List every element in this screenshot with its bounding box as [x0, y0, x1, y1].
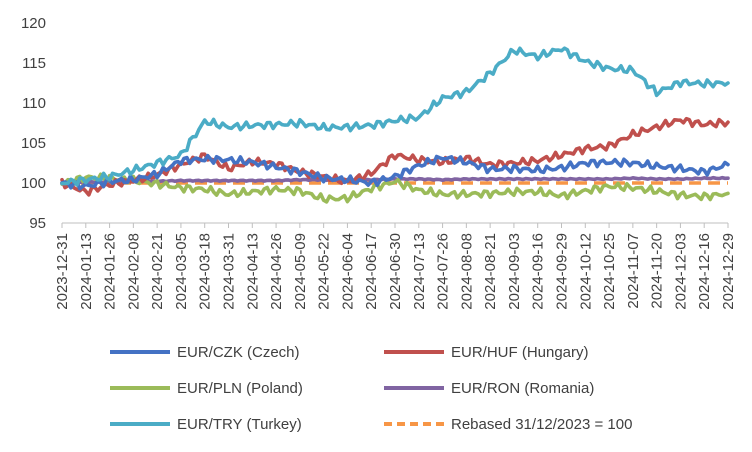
x-tick-label: 2024-12-29 [720, 233, 737, 310]
x-tick-label: 2024-08-21 [482, 233, 499, 310]
series-line-eur-pln-poland [60, 172, 730, 204]
y-tick-label: 110 [22, 95, 46, 112]
x-tick-label: 2024-03-31 [221, 233, 238, 310]
legend-swatch-eur-ron [384, 386, 444, 390]
x-tick-label: 2024-12-03 [672, 233, 689, 310]
y-tick-label: 100 [21, 175, 46, 192]
legend-label-eur-ron: EUR/RON (Romania) [451, 379, 595, 397]
legend-swatch-eur-huf [384, 350, 444, 354]
x-tick-label: 2024-03-18 [197, 233, 214, 310]
x-tick-label: 2024-06-17 [363, 233, 380, 310]
series-line-eur-try-turkey [60, 46, 730, 187]
legend-swatch-eur-try [110, 422, 170, 426]
legend-swatch-eur-czk [110, 350, 170, 354]
x-tick-label: 2024-12-16 [696, 233, 713, 310]
series-line-eur-ron-romania [60, 175, 730, 185]
legend-swatch-rebased [384, 422, 444, 426]
legend-label-rebased: Rebased 31/12/2023 = 100 [451, 415, 633, 433]
x-tick-label: 2024-05-09 [292, 233, 309, 310]
legend-item-eur-huf: EUR/HUF (Hungary) [384, 342, 589, 362]
x-tick-label: 2024-02-08 [125, 233, 142, 310]
legend: EUR/CZK (Czech) EUR/HUF (Hungary) EUR/PL… [0, 336, 752, 452]
x-tick-label: 2024-04-26 [268, 233, 285, 310]
x-tick-label: 2024-03-05 [173, 233, 190, 310]
legend-label-eur-huf: EUR/HUF (Hungary) [451, 343, 589, 361]
legend-item-eur-ron: EUR/RON (Romania) [384, 378, 594, 398]
legend-label-eur-try: EUR/TRY (Turkey) [177, 415, 302, 433]
legend-swatch-eur-pln [110, 386, 170, 390]
x-tick-label: 2024-04-13 [244, 233, 261, 310]
x-tick-label: 2024-08-08 [458, 233, 475, 310]
x-tick-label: 2024-07-13 [411, 233, 428, 310]
legend-item-eur-czk: EUR/CZK (Czech) [110, 342, 300, 362]
legend-item-eur-pln: EUR/PLN (Poland) [110, 378, 303, 398]
x-tick-label: 2023-12-31 [54, 233, 71, 310]
x-tick-label: 2024-10-25 [601, 233, 618, 310]
x-tick-label: 2024-09-03 [506, 233, 523, 310]
x-tick-label: 2024-09-29 [554, 233, 571, 310]
x-tick-label: 2024-06-30 [387, 233, 404, 310]
x-tick-label: 2024-06-04 [339, 233, 356, 310]
legend-item-rebased: Rebased 31/12/2023 = 100 [384, 414, 632, 434]
y-tick-label: 115 [22, 55, 46, 72]
x-tick-label: 2024-10-12 [577, 233, 594, 310]
legend-item-eur-try: EUR/TRY (Turkey) [110, 414, 302, 434]
x-tick-label: 2024-07-26 [435, 233, 452, 310]
y-tick-label: 105 [21, 135, 46, 152]
legend-label-eur-czk: EUR/CZK (Czech) [177, 343, 300, 361]
x-tick-label: 2024-11-20 [649, 233, 666, 309]
x-tick-label: 2024-11-07 [625, 233, 642, 309]
y-tick-label: 120 [21, 15, 46, 32]
x-tick-label: 2024-01-26 [102, 233, 119, 310]
x-tick-label: 2024-02-21 [149, 233, 166, 310]
legend-label-eur-pln: EUR/PLN (Poland) [177, 379, 303, 397]
x-tick-label: 2024-05-22 [316, 233, 333, 310]
x-tick-label: 2024-01-13 [78, 233, 95, 310]
y-tick-label: 95 [29, 215, 46, 232]
series-line-eur-czk-czech [60, 153, 730, 191]
x-tick-label: 2024-09-16 [530, 233, 547, 310]
